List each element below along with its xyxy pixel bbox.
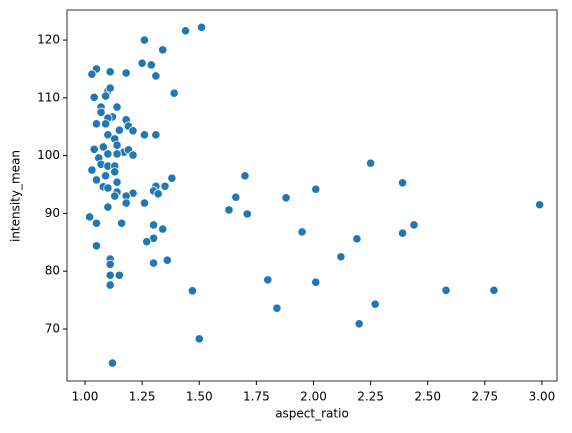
point [121, 198, 131, 208]
point [112, 140, 122, 150]
point [409, 220, 419, 230]
point [167, 173, 177, 183]
point [107, 358, 118, 368]
point [180, 26, 191, 36]
point [98, 142, 108, 152]
point [158, 224, 168, 234]
point [365, 158, 376, 168]
point [160, 181, 170, 191]
point [240, 171, 250, 181]
point [297, 227, 307, 237]
point [242, 209, 252, 219]
x-tick-label: 1.75 [243, 390, 270, 404]
y-axis-label: intensity_mean [9, 150, 23, 242]
point [89, 92, 99, 102]
point [272, 303, 282, 313]
point [148, 258, 159, 268]
point [105, 280, 115, 290]
point [169, 88, 179, 98]
point [139, 35, 150, 45]
x-axis-label: aspect_ratio [275, 407, 349, 421]
point [91, 241, 102, 251]
point [105, 270, 115, 280]
x-tick-label: 1.25 [129, 390, 156, 404]
point [187, 286, 198, 296]
point [354, 319, 364, 329]
x-tick-label: 1.50 [186, 390, 213, 404]
y-tick-label: 120 [37, 33, 60, 47]
x-tick-label: 3.00 [529, 390, 556, 404]
point [148, 220, 159, 230]
point [101, 171, 111, 181]
point [112, 177, 122, 187]
y-tick-label: 110 [37, 90, 60, 104]
point [103, 149, 113, 159]
point [224, 205, 234, 215]
point [91, 175, 102, 185]
point [151, 130, 161, 140]
x-tick-label: 2.00 [300, 390, 327, 404]
point [139, 130, 150, 140]
plot-frame [66, 9, 558, 382]
point [158, 45, 168, 55]
point [231, 192, 241, 202]
point [101, 119, 111, 129]
point [110, 167, 120, 177]
point [489, 285, 499, 295]
point [103, 183, 113, 193]
point [91, 218, 102, 228]
point [194, 334, 204, 344]
x-tick-label: 2.75 [471, 390, 498, 404]
point [311, 277, 321, 287]
point [137, 58, 147, 68]
point [397, 228, 408, 238]
point [196, 22, 207, 32]
point [87, 165, 97, 175]
point [281, 193, 291, 203]
point [105, 259, 115, 269]
y-tick-label: 80 [45, 264, 60, 278]
point [110, 191, 120, 201]
point [336, 252, 346, 262]
point [112, 102, 122, 112]
point [103, 130, 113, 140]
point [142, 237, 152, 247]
point [114, 270, 124, 280]
point [103, 202, 113, 212]
point [96, 107, 106, 117]
point [151, 71, 161, 81]
point [397, 178, 408, 188]
point [105, 67, 115, 77]
point [105, 83, 115, 93]
point [101, 91, 111, 101]
x-tick-label: 1.00 [72, 390, 99, 404]
x-tick-label: 2.25 [357, 390, 384, 404]
point [162, 255, 172, 265]
point [91, 119, 102, 129]
point [121, 68, 131, 78]
point [128, 126, 138, 136]
y-tick-label: 100 [37, 148, 60, 162]
point [153, 189, 163, 199]
point [139, 198, 150, 208]
y-tick-label: 90 [45, 206, 60, 220]
point [263, 275, 273, 285]
point [128, 150, 138, 160]
point [114, 125, 124, 135]
x-tick-label: 2.50 [414, 390, 441, 404]
point [352, 234, 362, 244]
point [370, 299, 380, 309]
y-tick-label: 70 [45, 321, 60, 335]
point [87, 69, 97, 79]
point [85, 212, 95, 222]
point [441, 285, 451, 295]
point [112, 149, 122, 159]
point [311, 184, 321, 194]
point [535, 200, 545, 210]
point [89, 144, 99, 154]
point [146, 60, 156, 70]
point [116, 218, 127, 228]
